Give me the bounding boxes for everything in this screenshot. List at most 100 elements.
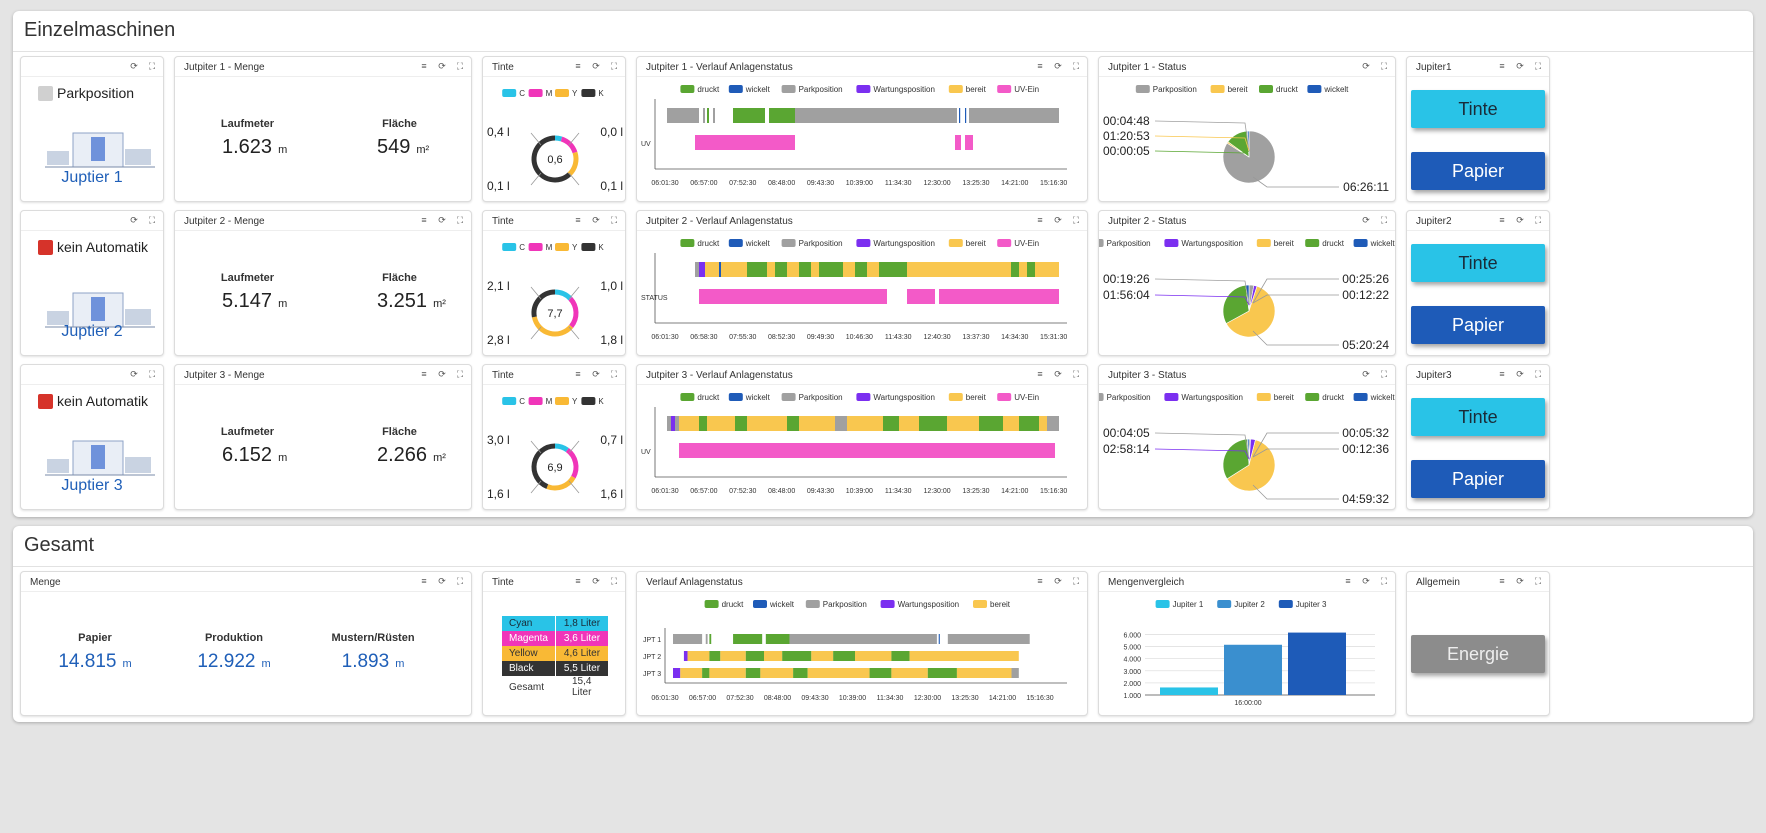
list-icon[interactable]: ≡ (1037, 369, 1043, 379)
ink-arc (554, 135, 563, 142)
legend-label: Wartungsposition (873, 85, 935, 94)
card-toolbar: ≡ ⟳ ⛶ (1497, 215, 1543, 226)
refresh-icon[interactable]: ⟳ (1362, 61, 1370, 71)
timeline-tick-label: 10:46:30 (846, 334, 873, 341)
list-icon[interactable]: ≡ (421, 61, 427, 71)
refresh-icon[interactable]: ⟳ (1054, 369, 1062, 379)
refresh-icon[interactable]: ⟳ (1516, 215, 1524, 225)
refresh-icon[interactable]: ⟳ (1516, 576, 1524, 586)
papier-button[interactable]: Papier (1411, 152, 1545, 190)
list-icon[interactable]: ≡ (1037, 61, 1043, 71)
refresh-icon[interactable]: ⟳ (1054, 576, 1062, 586)
refresh-icon[interactable]: ⟳ (438, 576, 446, 586)
list-icon[interactable]: ≡ (1037, 576, 1043, 586)
fullscreen-icon[interactable]: ⛶ (456, 61, 464, 71)
laufmeter-label: Laufmeter (220, 426, 275, 438)
list-icon[interactable]: ≡ (1499, 61, 1505, 71)
legend-swatch (753, 600, 767, 608)
list-icon[interactable]: ≡ (421, 576, 427, 586)
fullscreen-icon[interactable]: ⛶ (610, 369, 618, 379)
fullscreen-icon[interactable]: ⛶ (1380, 215, 1388, 225)
refresh-icon[interactable]: ⟳ (1362, 215, 1370, 225)
papier-unit: m (122, 658, 132, 670)
tinte-button[interactable]: Tinte (1411, 244, 1545, 282)
fullscreen-icon[interactable]: ⛶ (456, 215, 464, 225)
list-icon[interactable]: ≡ (1345, 576, 1351, 586)
timeline-segment (938, 634, 940, 644)
list-icon[interactable]: ≡ (575, 215, 581, 225)
ink-total-label: 6,9 (547, 462, 562, 474)
card-header-divider (483, 230, 625, 231)
refresh-icon[interactable]: ⟳ (1516, 369, 1524, 379)
refresh-icon[interactable]: ⟳ (592, 369, 600, 379)
papier-button[interactable]: Papier (1411, 306, 1545, 344)
fullscreen-icon[interactable]: ⛶ (456, 576, 464, 586)
machine-name-link[interactable]: Juptier 2 (61, 323, 123, 340)
timeline-segment (883, 416, 899, 431)
ink-name-cell: Gesamt (502, 676, 556, 698)
status-pie-card: Jutpiter 2 - Status ⟳ ⛶ Parkposition Wartung… (1098, 210, 1396, 356)
list-icon[interactable]: ≡ (1499, 215, 1505, 225)
fullscreen-icon[interactable]: ⛶ (1534, 369, 1542, 379)
fullscreen-icon[interactable]: ⛶ (1534, 61, 1542, 71)
list-icon[interactable]: ≡ (1499, 576, 1505, 586)
verlauf-card: Jutpiter 3 - Verlauf Anlagenstatus ≡ ⟳ ⛶ dru… (636, 364, 1088, 510)
ink-name-cell: Magenta (502, 631, 556, 646)
fullscreen-icon[interactable]: ⛶ (1534, 215, 1542, 225)
fullscreen-icon[interactable]: ⛶ (610, 215, 618, 225)
list-icon[interactable]: ≡ (575, 61, 581, 71)
list-icon[interactable]: ≡ (421, 369, 427, 379)
legend-swatch (1164, 239, 1179, 247)
ink-arc (531, 135, 572, 183)
machine-name-link[interactable]: Juptier 1 (61, 169, 123, 186)
fullscreen-icon[interactable]: ⛶ (148, 215, 156, 225)
fullscreen-icon[interactable]: ⛶ (1380, 369, 1388, 379)
flaeche-value: 549 m² (377, 136, 429, 159)
list-icon[interactable]: ≡ (1499, 369, 1505, 379)
fullscreen-icon[interactable]: ⛶ (148, 369, 156, 379)
refresh-icon[interactable]: ⟳ (592, 61, 600, 71)
refresh-icon[interactable]: ⟳ (130, 61, 138, 71)
fullscreen-icon[interactable]: ⛶ (610, 61, 618, 71)
refresh-icon[interactable]: ⟳ (1054, 61, 1062, 71)
list-icon[interactable]: ≡ (421, 215, 427, 225)
fullscreen-icon[interactable]: ⛶ (1072, 215, 1080, 225)
papier-button[interactable]: Papier (1411, 460, 1545, 498)
legend-label: druckt (697, 239, 720, 248)
fullscreen-icon[interactable]: ⛶ (1072, 61, 1080, 71)
list-icon[interactable]: ≡ (575, 576, 581, 586)
refresh-icon[interactable]: ⟳ (1054, 215, 1062, 225)
fullscreen-icon[interactable]: ⛶ (610, 576, 618, 586)
timeline-segment (699, 416, 707, 431)
list-icon[interactable]: ≡ (575, 369, 581, 379)
fullscreen-icon[interactable]: ⛶ (1072, 369, 1080, 379)
timeline-segment (720, 651, 746, 661)
tinte-button[interactable]: Tinte (1411, 398, 1545, 436)
ink-value-label: 0,7 l (600, 433, 623, 447)
tinte-button[interactable]: Tinte (1411, 90, 1545, 128)
energie-button[interactable]: Energie (1411, 635, 1545, 673)
card-header-divider (1099, 76, 1395, 77)
refresh-icon[interactable]: ⟳ (438, 369, 446, 379)
list-icon[interactable]: ≡ (1037, 215, 1043, 225)
refresh-icon[interactable]: ⟳ (1516, 61, 1524, 71)
y-tick-label: 4.000 (1123, 657, 1141, 664)
fullscreen-icon[interactable]: ⛶ (148, 61, 156, 71)
refresh-icon[interactable]: ⟳ (592, 576, 600, 586)
refresh-icon[interactable]: ⟳ (130, 369, 138, 379)
timeline-segment (909, 651, 1019, 661)
timeline-tick-label: 15:31:30 (1040, 334, 1067, 341)
refresh-icon[interactable]: ⟳ (438, 61, 446, 71)
fullscreen-icon[interactable]: ⛶ (456, 369, 464, 379)
bar-jupiter-3 (1288, 632, 1346, 695)
fullscreen-icon[interactable]: ⛶ (1380, 576, 1388, 586)
refresh-icon[interactable]: ⟳ (592, 215, 600, 225)
fullscreen-icon[interactable]: ⛶ (1072, 576, 1080, 586)
fullscreen-icon[interactable]: ⛶ (1380, 61, 1388, 71)
refresh-icon[interactable]: ⟳ (1362, 576, 1370, 586)
refresh-icon[interactable]: ⟳ (1362, 369, 1370, 379)
refresh-icon[interactable]: ⟳ (438, 215, 446, 225)
refresh-icon[interactable]: ⟳ (130, 215, 138, 225)
machine-name-link[interactable]: Juptier 3 (61, 477, 123, 494)
fullscreen-icon[interactable]: ⛶ (1534, 576, 1542, 586)
